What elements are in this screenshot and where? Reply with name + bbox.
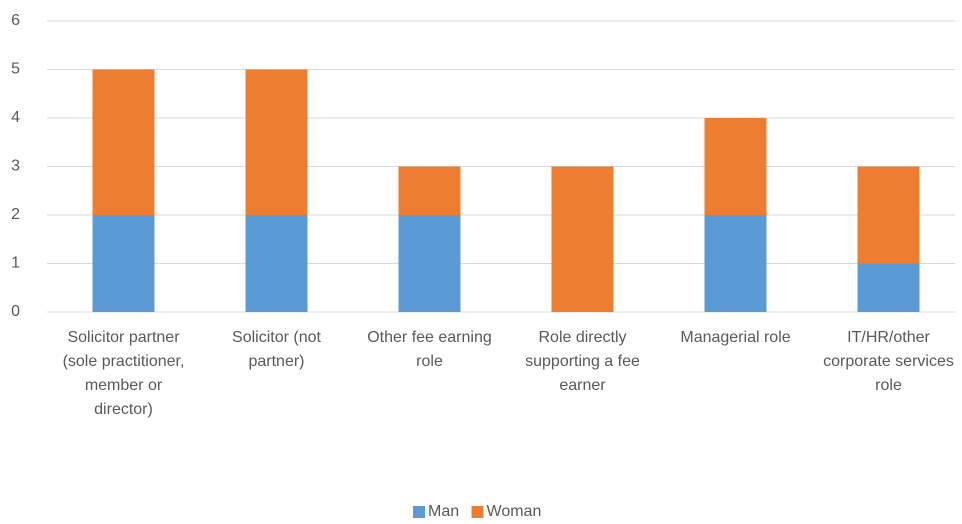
y-tick-label: 1 — [11, 255, 20, 272]
bar-segment — [857, 166, 920, 264]
x-tick-label: Other fee earning role — [367, 329, 492, 370]
legend-label: Woman — [487, 503, 542, 520]
y-tick-label: 2 — [11, 206, 20, 223]
y-tick-label: 0 — [11, 303, 20, 320]
y-tick-label: 4 — [11, 109, 20, 126]
bar-segment — [92, 215, 155, 312]
y-tick-label: 3 — [11, 158, 20, 175]
bar-segment — [398, 215, 461, 312]
x-tick-label: Role directly supporting a fee earner — [525, 329, 640, 394]
bar-segment — [704, 118, 767, 215]
bar-segment — [245, 69, 308, 215]
bar-segment — [92, 69, 155, 215]
legend-swatch — [471, 506, 484, 518]
legend-swatch — [413, 506, 425, 518]
legend-label: Man — [428, 503, 459, 520]
x-tick-label: Solicitor partner (sole practitioner, me… — [62, 329, 185, 418]
bar-segment — [857, 263, 920, 312]
bar-segment — [704, 215, 767, 312]
y-tick-label: 6 — [11, 12, 20, 29]
bar-segment — [398, 166, 461, 215]
bar-segment — [551, 166, 614, 312]
x-tick-label: Managerial role — [680, 329, 791, 346]
y-tick-label: 5 — [11, 61, 20, 78]
x-tick-label: IT/HR/other corporate services role — [823, 329, 954, 394]
x-tick-label: Solicitor (not partner) — [232, 329, 321, 370]
bar-segment — [245, 215, 308, 312]
